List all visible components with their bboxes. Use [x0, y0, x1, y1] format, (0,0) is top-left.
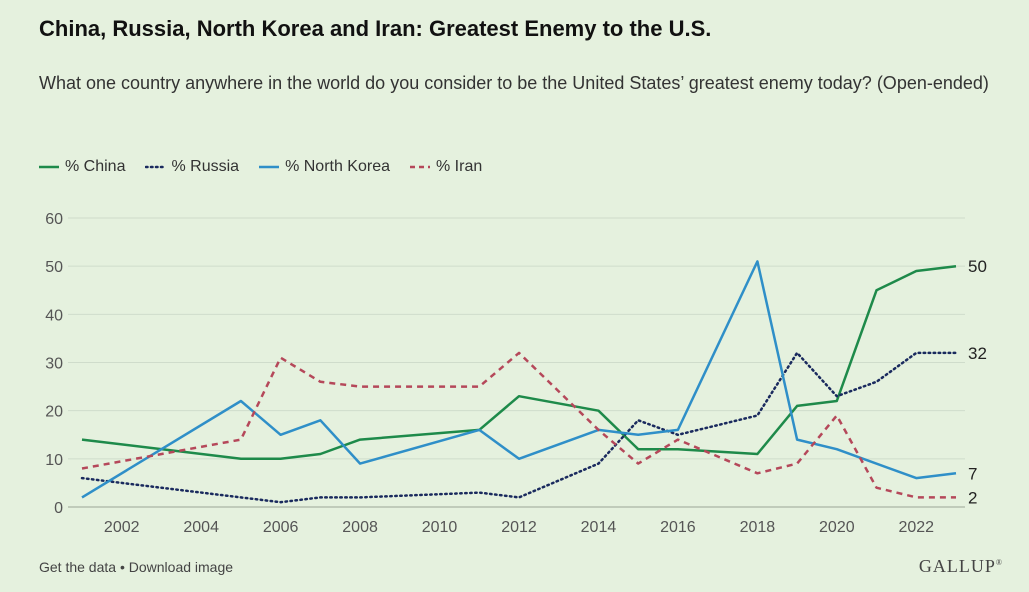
- x-tick-label: 2006: [263, 519, 299, 536]
- legend-swatch-north-korea: [259, 165, 280, 169]
- end-label-iran: 2: [968, 488, 977, 507]
- x-tick-label: 2004: [183, 519, 219, 536]
- x-tick-label: 2020: [819, 519, 855, 536]
- y-tick-label: 10: [45, 452, 63, 469]
- legend-label-north-korea: % North Korea: [285, 158, 390, 175]
- footer-separator: •: [116, 559, 129, 575]
- series-line-russia: [80, 351, 958, 504]
- series-line-china: [81, 264, 957, 461]
- get-data-link[interactable]: Get the data: [39, 559, 117, 575]
- x-tick-label: 2022: [898, 519, 934, 536]
- legend: % China % Russia % North Korea % Iran: [39, 158, 482, 176]
- chart-subtitle: What one country anywhere in the world d…: [39, 73, 989, 93]
- legend-item-russia[interactable]: % Russia: [145, 158, 239, 176]
- legend-item-china[interactable]: % China: [39, 158, 125, 176]
- y-tick-label: 60: [45, 211, 63, 228]
- trademark-mark: ®: [995, 558, 1003, 567]
- x-tick-label: 2018: [740, 519, 776, 536]
- gallup-logo-text: GALLUP: [918, 556, 996, 576]
- x-tick-label: 2008: [342, 519, 378, 536]
- x-tick-label: 2012: [501, 519, 537, 536]
- legend-swatch-china: [39, 165, 59, 169]
- x-tick-label: 2014: [581, 519, 617, 536]
- x-tick-label: 2002: [104, 519, 140, 536]
- x-tick-label: 2016: [660, 519, 696, 536]
- y-tick-label: 0: [54, 500, 63, 517]
- download-image-link[interactable]: Download image: [128, 559, 234, 575]
- legend-swatch-russia: [145, 165, 166, 169]
- legend-item-north-korea[interactable]: % North Korea: [259, 158, 390, 176]
- chart-title: China, Russia, North Korea and Iran: Gre…: [39, 16, 712, 41]
- gallup-logo[interactable]: GALLUP®: [919, 556, 1003, 577]
- legend-item-iran[interactable]: % Iran: [410, 158, 482, 176]
- y-tick-label: 30: [45, 356, 63, 373]
- legend-swatch-iran: [410, 165, 430, 169]
- end-label-russia: 32: [968, 344, 987, 363]
- legend-label-iran: % Iran: [436, 158, 483, 175]
- end-label-north-korea: 7: [968, 464, 977, 483]
- y-tick-label: 40: [45, 307, 63, 324]
- series-line-north-korea: [81, 260, 957, 499]
- legend-label-russia: % Russia: [171, 158, 240, 175]
- series-line-iran: [81, 351, 956, 499]
- x-tick-label: 2010: [422, 519, 458, 536]
- footer: Get the data • Download image: [39, 559, 233, 575]
- end-label-china: 50: [968, 257, 987, 276]
- y-tick-label: 50: [45, 259, 63, 276]
- y-tick-label: 20: [45, 404, 63, 421]
- legend-label-china: % China: [65, 158, 126, 175]
